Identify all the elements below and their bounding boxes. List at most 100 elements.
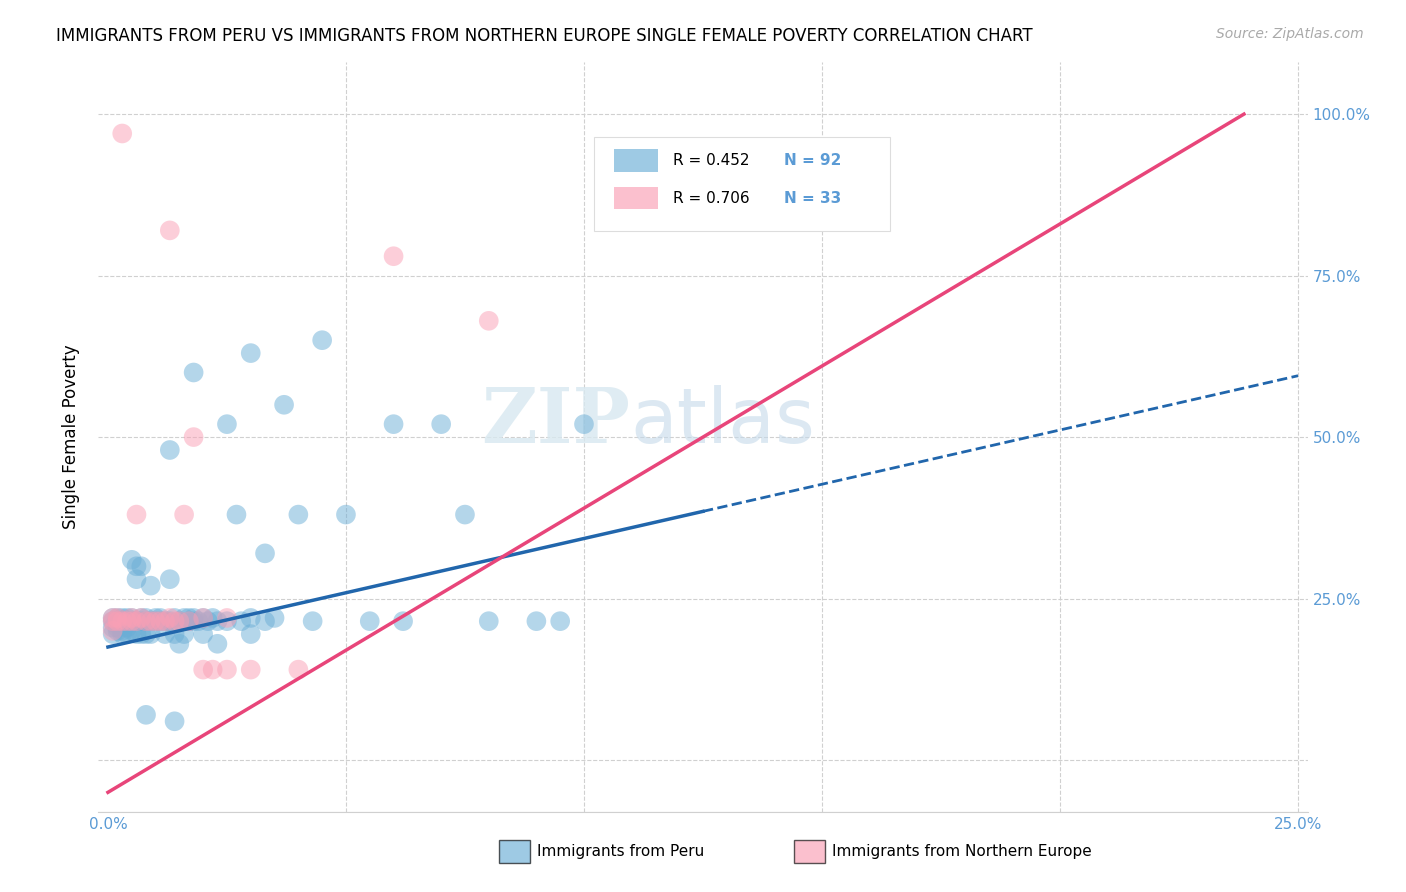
Point <box>169 637 191 651</box>
Point <box>129 559 152 574</box>
Point <box>115 611 138 625</box>
Point <box>121 611 143 625</box>
Text: R = 0.452: R = 0.452 <box>672 153 749 168</box>
Point <box>111 611 134 625</box>
FancyBboxPatch shape <box>613 149 658 172</box>
Point <box>273 398 295 412</box>
Point <box>145 614 167 628</box>
Text: atlas: atlas <box>630 385 815 459</box>
Point <box>187 614 209 628</box>
Point <box>169 614 191 628</box>
Point <box>163 714 186 729</box>
Point <box>111 627 134 641</box>
Text: N = 92: N = 92 <box>785 153 841 168</box>
Point <box>145 611 167 625</box>
Point <box>215 417 238 432</box>
Point <box>125 627 148 641</box>
Point <box>101 611 124 625</box>
Point <box>115 617 138 632</box>
Point <box>115 621 138 635</box>
Point <box>111 614 134 628</box>
Point <box>101 621 124 635</box>
Point <box>163 614 186 628</box>
Point <box>301 614 323 628</box>
Point <box>287 663 309 677</box>
Point <box>121 611 143 625</box>
Point <box>153 627 176 641</box>
Point <box>107 617 129 632</box>
Point <box>135 614 157 628</box>
Point <box>121 553 143 567</box>
Point <box>159 572 181 586</box>
Point <box>548 614 571 628</box>
Point <box>125 572 148 586</box>
FancyBboxPatch shape <box>595 137 890 231</box>
Point <box>335 508 357 522</box>
Point <box>191 611 214 625</box>
Point <box>149 614 172 628</box>
Point <box>121 614 143 628</box>
Point <box>115 614 138 628</box>
Point <box>153 614 176 628</box>
Point <box>159 223 181 237</box>
Point <box>207 637 229 651</box>
Point <box>135 614 157 628</box>
Point <box>139 614 162 628</box>
Point <box>107 624 129 638</box>
Point <box>159 614 181 628</box>
Point <box>215 614 238 628</box>
Point <box>201 611 224 625</box>
Point <box>239 611 262 625</box>
Point <box>107 611 129 625</box>
Point <box>454 508 477 522</box>
Point <box>254 614 277 628</box>
Text: IMMIGRANTS FROM PERU VS IMMIGRANTS FROM NORTHERN EUROPE SINGLE FEMALE POVERTY CO: IMMIGRANTS FROM PERU VS IMMIGRANTS FROM … <box>56 27 1033 45</box>
Point <box>129 611 152 625</box>
Point <box>101 627 124 641</box>
Point <box>125 559 148 574</box>
Point <box>254 546 277 560</box>
Point <box>177 614 200 628</box>
Point <box>239 627 262 641</box>
Text: ZIP: ZIP <box>482 385 630 459</box>
Point <box>139 627 162 641</box>
Point <box>101 611 124 625</box>
Y-axis label: Single Female Poverty: Single Female Poverty <box>62 345 80 529</box>
Point <box>111 614 134 628</box>
Point <box>572 417 595 432</box>
Point <box>287 508 309 522</box>
Point <box>478 314 501 328</box>
Point <box>159 611 181 625</box>
Point <box>135 627 157 641</box>
Point <box>183 611 205 625</box>
Point <box>430 417 453 432</box>
Point <box>107 621 129 635</box>
Point <box>191 627 214 641</box>
Point <box>382 249 405 263</box>
Point <box>191 611 214 625</box>
Point <box>145 614 167 628</box>
Point <box>177 614 200 628</box>
Point <box>201 663 224 677</box>
Point <box>215 663 238 677</box>
Point <box>121 614 143 628</box>
Point <box>524 614 547 628</box>
Point <box>125 614 148 628</box>
Text: Immigrants from Peru: Immigrants from Peru <box>537 845 704 859</box>
Point <box>149 611 172 625</box>
Point <box>129 627 152 641</box>
Point <box>311 333 333 347</box>
Point <box>392 614 415 628</box>
Point <box>215 611 238 625</box>
Point <box>135 707 157 722</box>
Point <box>359 614 381 628</box>
Point <box>382 417 405 432</box>
Text: Source: ZipAtlas.com: Source: ZipAtlas.com <box>1216 27 1364 41</box>
Point <box>183 614 205 628</box>
Point <box>207 614 229 628</box>
Point <box>107 611 129 625</box>
Point <box>101 624 124 638</box>
Point <box>139 579 162 593</box>
Point <box>159 442 181 457</box>
Point <box>115 627 138 641</box>
